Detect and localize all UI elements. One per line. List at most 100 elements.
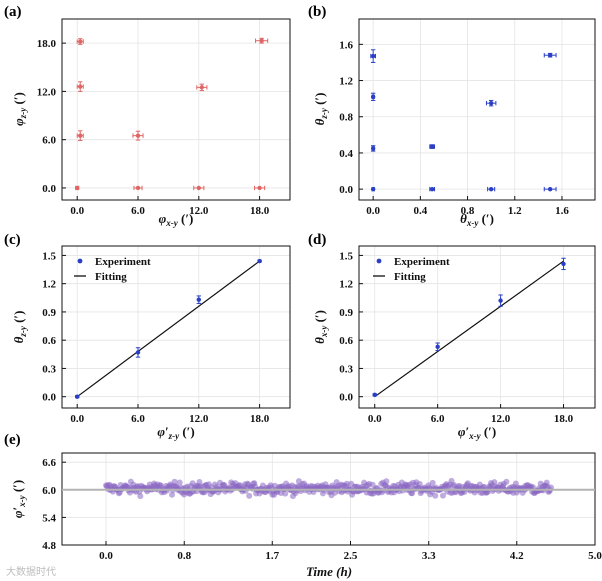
legend-marker-experiment-d [376, 258, 382, 264]
watermark: 大数据时代 [6, 565, 56, 578]
tick-label-y: 5.4 [42, 512, 56, 524]
ylabel-b: θz-y (′) [312, 93, 329, 126]
ticks-d: 0.0 6.0 12.0 18.0 0.0 0.3 0.6 0.9 1.2 1.5 [339, 250, 573, 425]
data-point [485, 99, 497, 107]
legend-label-fitting-c: Fitting [95, 271, 127, 283]
data-point [429, 186, 436, 192]
series-point [429, 479, 436, 486]
xlabel-e: Time (h) [306, 564, 352, 579]
point-marker [135, 185, 141, 191]
panel-e: (e) 0.0 0.8 1.7 2.5 3.3 4.2 5.0 4.8 5.4 6.0 6.6 Ti… [4, 432, 602, 579]
tick-label-y: 0.6 [339, 335, 353, 347]
series-point [176, 479, 183, 486]
ylabel-d: θx-y (′) [312, 310, 329, 344]
ylabel-c: θz-y (′) [11, 311, 28, 344]
series-point [137, 493, 144, 500]
data-point [133, 185, 143, 191]
series-point [529, 484, 536, 491]
fit-line [374, 260, 564, 398]
xlabel-a: φx-y (′) [159, 211, 194, 228]
series-point [432, 492, 439, 499]
data-point [487, 186, 496, 192]
point-marker [372, 392, 377, 398]
grid-c [62, 246, 290, 408]
tick-label-x: 1.7 [265, 550, 279, 562]
tick-label-y: 6.0 [42, 135, 56, 147]
marks-b [370, 49, 557, 192]
series-point [383, 478, 390, 485]
data-point [75, 185, 80, 191]
tick-label-y: 1.6 [339, 39, 353, 51]
point-marker [75, 394, 80, 399]
point-marker [257, 258, 262, 264]
ylabel-e: φ′x-y (′) [10, 480, 27, 518]
tick-label-y: 4.8 [42, 540, 56, 552]
point-marker [257, 185, 262, 191]
tick-label-x: 0.8 [177, 550, 191, 562]
panel-label-b: (b) [308, 4, 326, 20]
data-point [435, 342, 440, 352]
point-marker [547, 53, 553, 58]
tick-label-x: 12.0 [189, 413, 209, 425]
legend-label-fitting-d: Fitting [394, 271, 426, 283]
tick-label-x: 2.5 [344, 550, 358, 562]
series-point [246, 492, 253, 499]
data-point [257, 258, 262, 264]
point-marker [498, 298, 503, 303]
tick-label-x: 0.4 [413, 205, 427, 217]
grid-a [62, 19, 290, 200]
xlabel-d: φ′x-y (′) [458, 424, 496, 441]
grid-e [62, 453, 596, 546]
panel-label-e: (e) [4, 432, 21, 448]
point-marker [196, 297, 201, 302]
data-point [76, 130, 84, 141]
plot-frame-d [358, 245, 596, 409]
tick-label-y: 0.3 [42, 363, 56, 375]
data-point [561, 257, 566, 271]
point-marker [435, 344, 440, 349]
ticks-c: 0.0 6.0 12.0 18.0 0.0 0.3 0.6 0.9 1.2 1.5 [42, 250, 269, 425]
series-point [171, 478, 178, 485]
data-point [196, 83, 208, 92]
plot-frame-e [61, 452, 596, 546]
tick-label-y: 1.5 [42, 250, 56, 262]
tick-label-x: 6.0 [431, 413, 445, 425]
grid-d [359, 246, 595, 408]
legend-label-experiment-d: Experiment [394, 256, 450, 268]
fit-line [76, 260, 260, 398]
marks-c [75, 258, 262, 399]
ticks-e: 0.0 0.8 1.7 2.5 3.3 4.2 5.0 4.8 5.4 6.0 6.6 [42, 457, 602, 562]
grid-b [359, 19, 595, 200]
tick-label-x: 1.2 [508, 205, 522, 217]
panel-label-c: (c) [4, 232, 21, 248]
point-marker [547, 186, 553, 192]
data-point [370, 186, 376, 192]
tick-label-y: 0.9 [339, 307, 353, 319]
data-point [135, 347, 141, 358]
xlabel-c: φ′z-y (′) [157, 424, 194, 441]
tick-label-x: 12.0 [491, 413, 511, 425]
data-point [370, 145, 376, 152]
point-marker [75, 185, 80, 191]
point-marker [199, 85, 205, 90]
tick-label-x: 0.0 [368, 413, 382, 425]
point-marker [78, 39, 83, 44]
tick-label-x: 4.2 [510, 550, 524, 562]
marks-a [75, 37, 269, 191]
tick-label-x: 6.0 [131, 205, 145, 217]
data-point [254, 185, 266, 191]
panel-a: (a) 0.0 6.0 12.0 18.0 0.0 6.0 12.0 18.0 φx-y (′… [4, 4, 291, 228]
series-point [416, 481, 423, 488]
plot-frame-b [358, 18, 596, 201]
tick-label-y: 1.2 [42, 279, 56, 291]
legend-c: Experiment Fitting [74, 256, 151, 283]
tick-label-x: 12.0 [189, 205, 209, 217]
tick-label-x: 18.0 [250, 205, 270, 217]
tick-label-x: 18.0 [250, 413, 270, 425]
point-marker [370, 186, 376, 192]
data-point [75, 394, 80, 399]
data-point [132, 130, 144, 141]
tick-label-x: 0.8 [461, 205, 475, 217]
point-marker [78, 84, 83, 89]
ticks-a: 0.0 6.0 12.0 18.0 0.0 6.0 12.0 18.0 [37, 38, 270, 217]
